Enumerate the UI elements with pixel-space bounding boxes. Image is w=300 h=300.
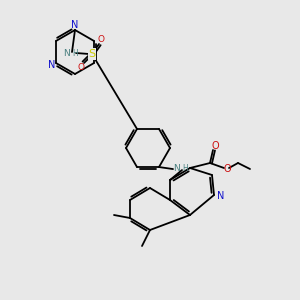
- Text: O: O: [223, 164, 231, 174]
- Text: O: O: [77, 64, 85, 73]
- Text: H: H: [72, 49, 78, 58]
- Text: O: O: [98, 34, 104, 43]
- Text: H: H: [182, 164, 188, 172]
- Text: N: N: [174, 164, 180, 172]
- Text: S: S: [88, 49, 96, 59]
- Text: N: N: [217, 191, 225, 201]
- Text: N: N: [64, 49, 70, 58]
- Text: N: N: [71, 20, 79, 30]
- Text: N: N: [48, 61, 55, 70]
- Text: O: O: [211, 141, 219, 151]
